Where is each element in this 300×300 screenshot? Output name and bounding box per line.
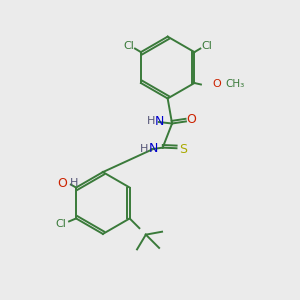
Text: H: H: [140, 143, 148, 154]
Text: N: N: [155, 115, 164, 128]
Text: H: H: [146, 116, 155, 126]
Text: N: N: [148, 142, 158, 155]
Text: O: O: [57, 177, 67, 190]
Text: Cl: Cl: [56, 219, 66, 229]
Text: O: O: [186, 113, 196, 127]
Text: S: S: [179, 142, 187, 156]
Text: Cl: Cl: [123, 40, 134, 51]
Text: Cl: Cl: [201, 40, 212, 51]
Text: O: O: [212, 80, 221, 89]
Text: H: H: [70, 178, 79, 188]
Text: CH₃: CH₃: [225, 80, 244, 89]
